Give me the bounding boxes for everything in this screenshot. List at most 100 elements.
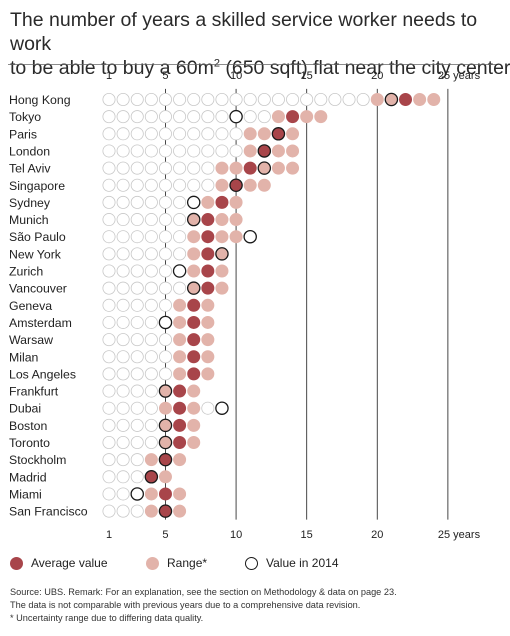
range-dot <box>201 195 215 209</box>
empty-dot <box>215 110 229 124</box>
empty-dot <box>158 247 172 261</box>
empty-dot <box>356 93 370 107</box>
legend-range-swatch <box>146 556 159 570</box>
range-dot-value-2014 <box>257 161 272 175</box>
empty-dot <box>328 93 342 107</box>
range-dot <box>158 470 172 484</box>
average-dot <box>286 110 300 124</box>
empty-dot <box>187 144 201 158</box>
empty-dot <box>116 315 130 329</box>
empty-dot <box>116 230 130 244</box>
empty-dot <box>158 281 172 295</box>
empty-dot <box>130 350 144 364</box>
range-dot <box>144 487 158 501</box>
range-dot <box>187 384 201 398</box>
range-dot-value-2014 <box>215 247 229 261</box>
empty-dot <box>116 435 130 449</box>
x-tick-label-bottom: 5 <box>162 529 168 541</box>
range-dot <box>173 315 187 329</box>
empty-dot <box>158 264 172 278</box>
range-dot <box>243 144 257 158</box>
empty-dot <box>102 281 116 295</box>
range-dot-value-2014 <box>186 212 201 227</box>
empty-dot <box>215 127 229 141</box>
chart-title: The number of years a skilled service wo… <box>10 8 510 80</box>
empty-dot <box>102 333 116 347</box>
empty-dot <box>102 350 116 364</box>
range-dot <box>271 110 285 124</box>
empty-dot <box>102 195 116 209</box>
x-tick-label-bottom: 10 <box>230 529 242 541</box>
empty-dot <box>187 110 201 124</box>
average-dot <box>201 230 215 244</box>
empty-dot <box>201 110 215 124</box>
empty-dot <box>201 127 215 141</box>
range-dot <box>257 127 271 141</box>
range-dot <box>187 264 201 278</box>
empty-dot <box>229 127 243 141</box>
empty-dot <box>201 401 215 415</box>
empty-dot <box>116 281 130 295</box>
empty-dot <box>102 178 116 192</box>
value-2014-dot <box>243 229 257 244</box>
empty-dot <box>144 110 158 124</box>
average-dot <box>187 315 201 329</box>
empty-dot <box>144 195 158 209</box>
empty-dot <box>158 127 172 141</box>
x-tick-label-bottom: 20 <box>371 529 383 541</box>
empty-dot <box>102 315 116 329</box>
city-label: Vancouver <box>9 282 67 296</box>
empty-dot <box>144 247 158 261</box>
value-2014-dot <box>215 401 229 415</box>
range-dot <box>229 230 243 244</box>
x-tick-label-top: 1 <box>106 70 112 82</box>
x-tick-label-bottom: 25 years <box>438 529 481 541</box>
empty-dot <box>116 504 130 518</box>
city-label: San Francisco <box>9 505 88 519</box>
range-dot <box>144 453 158 467</box>
range-dot <box>286 144 300 158</box>
range-dot <box>158 401 172 415</box>
city-label: Tel Aviv <box>9 162 51 176</box>
range-dot <box>173 350 187 364</box>
source-line-1: Source: UBS. Remark: For an explanation,… <box>10 587 397 597</box>
range-dot <box>215 178 229 192</box>
empty-dot <box>173 230 187 244</box>
empty-dot <box>286 93 300 107</box>
average-dot-value-2014 <box>229 178 243 192</box>
empty-dot <box>102 127 116 141</box>
city-label: Munich <box>9 213 49 227</box>
empty-dot <box>173 281 187 295</box>
empty-dot <box>144 127 158 141</box>
empty-dot <box>173 144 187 158</box>
empty-dot <box>201 178 215 192</box>
empty-dot <box>158 298 172 312</box>
city-label: Madrid <box>9 470 47 484</box>
empty-dot <box>144 333 158 347</box>
empty-dot <box>130 333 144 347</box>
average-dot <box>187 367 201 381</box>
empty-dot <box>102 435 116 449</box>
range-dot <box>173 298 187 312</box>
range-dot <box>173 504 187 518</box>
x-tick-label-bottom: 15 <box>301 529 313 541</box>
average-dot-value-2014 <box>271 127 286 141</box>
empty-dot <box>130 178 144 192</box>
range-dot <box>286 161 300 175</box>
empty-dot <box>116 453 130 467</box>
average-dot-value-2014 <box>158 452 173 467</box>
empty-dot <box>271 93 285 107</box>
range-dot <box>201 333 215 347</box>
empty-dot <box>130 264 144 278</box>
empty-dot <box>116 127 130 141</box>
range-dot-value-2014 <box>158 418 173 433</box>
empty-dot <box>116 195 130 209</box>
empty-dot <box>102 298 116 312</box>
empty-dot <box>144 315 158 329</box>
empty-dot <box>130 281 144 295</box>
empty-dot <box>116 333 130 347</box>
empty-dot <box>116 178 130 192</box>
city-label: Sydney <box>9 196 51 210</box>
range-dot <box>173 333 187 347</box>
range-dot <box>229 195 243 209</box>
